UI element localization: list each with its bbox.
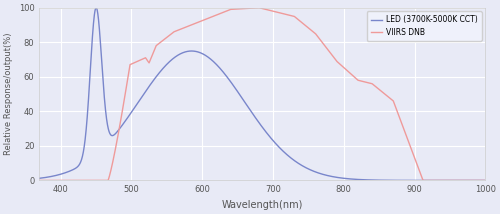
LED (3700K-5000K CCT) bbox=[474, 179, 480, 182]
LED (3700K-5000K CCT) bbox=[426, 179, 432, 182]
LED (3700K-5000K CCT) bbox=[114, 131, 120, 134]
LED (3700K-5000K CCT) bbox=[93, 6, 99, 9]
VIIRS DNB bbox=[426, 179, 432, 182]
LED (3700K-5000K CCT) bbox=[227, 79, 233, 82]
VIIRS DNB bbox=[36, 179, 43, 182]
LED (3700K-5000K CCT) bbox=[87, 71, 93, 73]
VIIRS DNB bbox=[256, 6, 262, 9]
VIIRS DNB bbox=[208, 16, 214, 19]
VIIRS DNB bbox=[114, 141, 119, 144]
VIIRS DNB bbox=[87, 179, 93, 182]
LED (3700K-5000K CCT) bbox=[208, 58, 214, 60]
Line: VIIRS DNB: VIIRS DNB bbox=[40, 8, 486, 180]
LED (3700K-5000K CCT) bbox=[482, 179, 488, 182]
Line: LED (3700K-5000K CCT): LED (3700K-5000K CCT) bbox=[40, 8, 486, 180]
X-axis label: Wavelength(nm): Wavelength(nm) bbox=[222, 200, 303, 210]
VIIRS DNB bbox=[482, 179, 488, 182]
LED (3700K-5000K CCT) bbox=[36, 177, 43, 180]
Y-axis label: Relative Response/output(%): Relative Response/output(%) bbox=[4, 33, 13, 155]
VIIRS DNB bbox=[226, 8, 232, 11]
VIIRS DNB bbox=[474, 179, 480, 182]
Legend: LED (3700K-5000K CCT), VIIRS DNB: LED (3700K-5000K CCT), VIIRS DNB bbox=[367, 12, 482, 41]
